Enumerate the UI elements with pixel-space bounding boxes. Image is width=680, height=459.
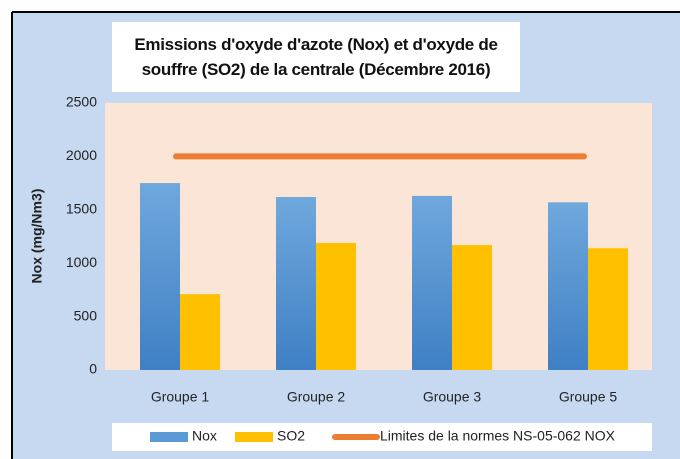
bar xyxy=(180,294,220,370)
legend-label: Nox xyxy=(192,428,217,444)
x-tick-label: Groupe 2 xyxy=(287,389,346,405)
bar xyxy=(588,248,628,370)
y-axis-label: Nox (mg/Nm3) xyxy=(29,189,45,284)
x-tick-label: Groupe 5 xyxy=(559,389,618,405)
y-tick-label: 2000 xyxy=(66,147,97,163)
y-tick-label: 0 xyxy=(89,361,97,377)
legend-box xyxy=(112,423,652,451)
y-tick-label: 2500 xyxy=(66,94,97,110)
legend-label: SO2 xyxy=(277,428,305,444)
bar xyxy=(412,195,452,370)
bar xyxy=(140,183,180,370)
bar xyxy=(548,202,588,370)
x-tick-label: Groupe 1 xyxy=(151,389,210,405)
x-tick-label: Groupe 3 xyxy=(423,389,482,405)
bar xyxy=(316,242,356,370)
y-tick-label: 500 xyxy=(74,307,98,323)
bar xyxy=(452,245,492,370)
chart-title: Emissions d'oxyde d'azote (Nox) et d'oxy… xyxy=(112,22,520,92)
y-tick-label: 1500 xyxy=(66,201,97,217)
legend-swatch xyxy=(150,432,188,442)
y-tick-label: 1000 xyxy=(66,254,97,270)
legend-swatch xyxy=(235,432,273,442)
legend-label: Limites de la normes NS-05-062 NOX xyxy=(380,428,616,444)
bar xyxy=(276,196,316,370)
